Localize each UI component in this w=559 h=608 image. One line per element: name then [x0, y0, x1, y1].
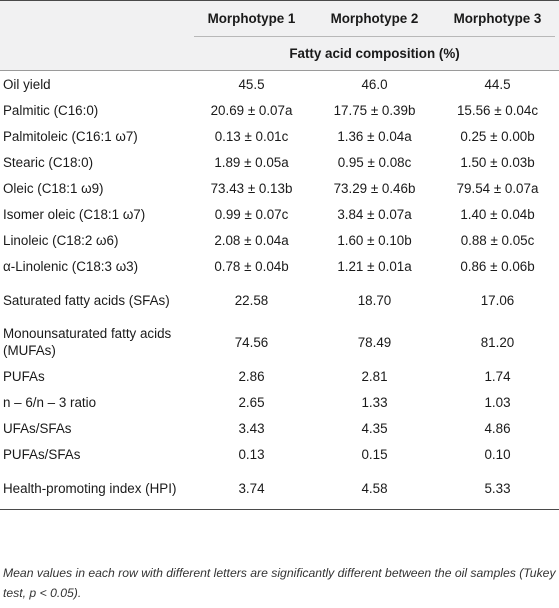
cell-morphotype-2: 0.15 — [361, 446, 388, 462]
cell-morphotype-3: 1.50 ± 0.03b — [460, 154, 535, 170]
row-label: n – 6/n – 3 ratio — [3, 394, 97, 410]
cell-morphotype-2: 4.35 — [361, 420, 388, 436]
cell-morphotype-1: 1.89 ± 0.05a — [214, 154, 289, 170]
row-label: Linoleic (C18:2 ω6) — [3, 232, 119, 248]
subheader-fatty-acid-composition: Fatty acid composition (%) — [190, 36, 559, 71]
table-row: Isomer oleic (C18:1 ω7) 0.99 ± 0.07c 3.8… — [0, 201, 559, 227]
cell-morphotype-1: 73.43 ± 0.13b — [210, 180, 293, 196]
cell-morphotype-3: 15.56 ± 0.04c — [456, 102, 539, 118]
row-label: Stearic (C18:0) — [3, 154, 94, 170]
row-label: UFAs/SFAs — [3, 420, 72, 436]
cell-morphotype-1: 45.5 — [190, 70, 313, 97]
row-label: Health-promoting index (HPI) — [0, 467, 190, 510]
cell-morphotype-2: 1.36 ± 0.04a — [337, 128, 412, 144]
cell-morphotype-3: 17.06 — [480, 292, 515, 308]
table-row: Stearic (C18:0) 1.89 ± 0.05a 0.95 ± 0.08… — [0, 149, 559, 175]
table-row: Oleic (C18:1 ω9) 73.43 ± 0.13b 73.29 ± 0… — [0, 175, 559, 201]
table-row: α-Linolenic (C18:3 ω3) 0.78 ± 0.04b 1.21… — [0, 253, 559, 279]
cell-morphotype-2: 1.33 — [361, 394, 388, 410]
cell-morphotype-2: 46.0 — [313, 70, 436, 97]
row-label: Palmitoleic (C16:1 ω7) — [3, 128, 138, 144]
cell-morphotype-1: 0.99 ± 0.07c — [214, 206, 289, 222]
cell-morphotype-1: 2.08 ± 0.04a — [214, 232, 289, 248]
cell-morphotype-2: 4.58 — [313, 467, 436, 510]
cell-morphotype-3: 4.86 — [484, 420, 511, 436]
header-morphotype-3: Morphotype 3 — [453, 11, 542, 26]
cell-morphotype-2: 3.84 ± 0.07a — [337, 206, 412, 222]
row-label: Isomer oleic (C18:1 ω7) — [3, 206, 146, 222]
cell-morphotype-1: 0.13 — [238, 446, 265, 462]
table-row: Palmitoleic (C16:1 ω7) 0.13 ± 0.01c 1.36… — [0, 123, 559, 149]
table-footnote: Mean values in each row with different l… — [3, 566, 556, 600]
cell-morphotype-2: 0.95 ± 0.08c — [337, 154, 412, 170]
row-label: PUFAs/SFAs — [3, 446, 81, 462]
cell-morphotype-3: 1.74 — [484, 368, 511, 384]
cell-morphotype-3: 1.40 ± 0.04b — [460, 206, 535, 222]
cell-morphotype-3: 44.5 — [436, 70, 559, 97]
cell-morphotype-2: 2.81 — [361, 368, 388, 384]
cell-morphotype-1: 0.13 ± 0.01c — [214, 128, 289, 144]
table-row: PUFAs 2.86 2.81 1.74 — [0, 363, 559, 389]
cell-morphotype-2: 1.60 ± 0.10b — [337, 232, 412, 248]
cell-morphotype-3: 0.86 ± 0.06b — [460, 258, 535, 274]
subheader-row: Fatty acid composition (%) — [0, 36, 559, 71]
table-row: Saturated fatty acids (SFAs) 22.58 18.70… — [0, 279, 559, 321]
cell-morphotype-3: 0.10 — [484, 446, 511, 462]
row-label: PUFAs — [3, 368, 45, 384]
header-morphotype-2: Morphotype 2 — [330, 11, 419, 26]
cell-morphotype-1: 74.56 — [234, 334, 269, 350]
row-label: Oil yield — [0, 70, 190, 97]
cell-morphotype-1: 3.74 — [190, 467, 313, 510]
cell-morphotype-3: 0.88 ± 0.05c — [460, 232, 535, 248]
cell-morphotype-3: 1.03 — [484, 394, 511, 410]
cell-morphotype-2: 1.21 ± 0.01a — [337, 258, 412, 274]
header-morphotype-1: Morphotype 1 — [207, 11, 296, 26]
cell-morphotype-1: 3.43 — [238, 420, 265, 436]
fatty-acid-table: Morphotype 1 Morphotype 2 Morphotype 3 F… — [0, 0, 559, 510]
header-row: Morphotype 1 Morphotype 2 Morphotype 3 — [0, 0, 559, 37]
table-row: n – 6/n – 3 ratio 2.65 1.33 1.03 — [0, 389, 559, 415]
cell-morphotype-2: 17.75 ± 0.39b — [333, 102, 416, 118]
table-row: Oil yield 45.5 46.0 44.5 — [0, 70, 559, 97]
header-blank-cell — [0, 1, 190, 37]
table-row: Palmitic (C16:0) 20.69 ± 0.07a 17.75 ± 0… — [0, 97, 559, 123]
cell-morphotype-3: 5.33 — [436, 467, 559, 510]
cell-morphotype-2: 18.70 — [357, 292, 392, 308]
table-row: Monounsaturated fatty acids (MUFAs) 74.5… — [0, 321, 559, 363]
cell-morphotype-1: 2.65 — [238, 394, 265, 410]
cell-morphotype-3: 79.54 ± 0.07a — [456, 180, 539, 196]
table-row: Health-promoting index (HPI) 3.74 4.58 5… — [0, 467, 559, 510]
table-container: Morphotype 1 Morphotype 2 Morphotype 3 F… — [0, 0, 559, 510]
row-label: Saturated fatty acids (SFAs) — [3, 292, 170, 308]
row-label: Monounsaturated fatty acids (MUFAs) — [3, 326, 172, 358]
cell-morphotype-1: 2.86 — [238, 368, 265, 384]
table-row: Linoleic (C18:2 ω6) 2.08 ± 0.04a 1.60 ± … — [0, 227, 559, 253]
cell-morphotype-3: 81.20 — [480, 334, 515, 350]
cell-morphotype-1: 0.78 ± 0.04b — [214, 258, 289, 274]
cell-morphotype-1: 20.69 ± 0.07a — [210, 102, 293, 118]
row-label: α-Linolenic (C18:3 ω3) — [3, 258, 139, 274]
cell-morphotype-2: 78.49 — [357, 334, 392, 350]
cell-morphotype-2: 73.29 ± 0.46b — [333, 180, 416, 196]
cell-morphotype-1: 22.58 — [234, 292, 269, 308]
table-row: UFAs/SFAs 3.43 4.35 4.86 — [0, 415, 559, 441]
row-label: Oleic (C18:1 ω9) — [3, 180, 104, 196]
subheader-blank-cell — [0, 36, 190, 71]
table-row: PUFAs/SFAs 0.13 0.15 0.10 — [0, 441, 559, 467]
cell-morphotype-3: 0.25 ± 0.00b — [460, 128, 535, 144]
row-label: Palmitic (C16:0) — [3, 102, 99, 118]
